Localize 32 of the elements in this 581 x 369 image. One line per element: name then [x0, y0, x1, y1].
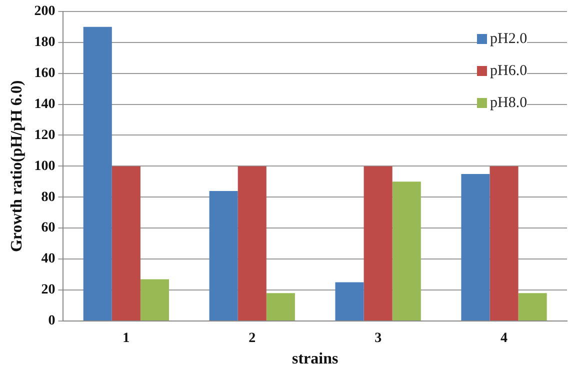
y-tick-label: 200 — [34, 4, 56, 20]
y-tick-label: 40 — [41, 252, 56, 267]
x-axis-title: strains — [292, 350, 338, 368]
bar — [266, 293, 295, 320]
bar — [518, 293, 547, 320]
bar — [209, 190, 238, 320]
y-tick-label: 80 — [41, 190, 56, 205]
y-tick-label: 0 — [48, 314, 56, 329]
bar — [238, 166, 266, 320]
bar — [364, 166, 392, 320]
bar — [112, 166, 140, 320]
y-axis-title: Growth ratio(pH/pH 6.0) — [8, 80, 26, 252]
y-tick-label: 60 — [41, 220, 56, 236]
y-tick-label: 180 — [34, 34, 56, 50]
y-tick-label: 100 — [34, 158, 56, 174]
legend-label: pH8.0 — [490, 94, 528, 112]
bar — [490, 166, 518, 320]
bar — [140, 279, 169, 320]
bar — [392, 182, 421, 320]
bar — [461, 174, 490, 320]
y-tick-label: 20 — [41, 282, 56, 298]
x-tick-label: 3 — [374, 331, 382, 346]
x-tick-label: 4 — [500, 331, 508, 346]
y-tick-label: 120 — [34, 128, 56, 143]
x-tick-label: 2 — [248, 331, 256, 346]
bar — [335, 282, 364, 320]
legend-label: pH6.0 — [490, 62, 528, 80]
y-tick-label: 160 — [34, 66, 56, 81]
y-tick-label: 140 — [34, 96, 56, 112]
x-tick-label: 1 — [122, 331, 130, 346]
legend-label: pH2.0 — [490, 30, 528, 48]
bar — [83, 26, 112, 320]
